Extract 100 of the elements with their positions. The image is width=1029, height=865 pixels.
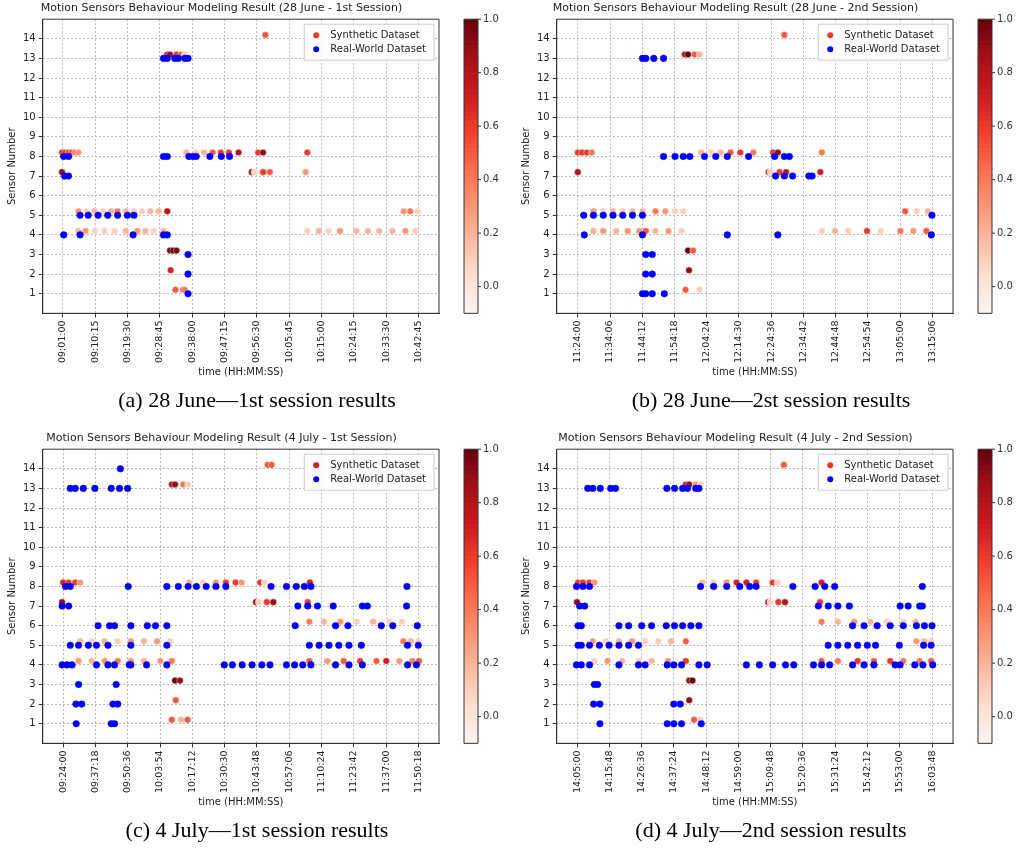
y-tick-label: 1 xyxy=(543,717,550,729)
x-tick-label: 11:50:18 xyxy=(411,750,423,794)
y-tick-label: 3 xyxy=(29,248,36,260)
y-tick-label: 4 xyxy=(543,228,550,240)
y-tick-label: 3 xyxy=(543,678,550,690)
color-bar-label: 0.8 xyxy=(997,496,1013,508)
y-tick-label: 14 xyxy=(22,32,36,44)
x-tick-label: 09:28:45 xyxy=(153,320,165,364)
x-tick-label: 12:24:36 xyxy=(764,320,776,364)
legend-label: Synthetic Dataset xyxy=(330,458,420,470)
y-tick-label: 5 xyxy=(29,638,36,650)
x-tick-label: 10:24:15 xyxy=(347,320,359,364)
y-tick-label: 9 xyxy=(543,130,550,142)
legend-label: Real-World Dataset xyxy=(844,472,941,484)
y-tick-label: 10 xyxy=(536,540,550,552)
color-bar-label: 0.4 xyxy=(997,173,1013,185)
y-axis-title: Sensor Number xyxy=(519,126,531,206)
y-tick-label: 13 xyxy=(22,52,36,64)
y-tick-label: 4 xyxy=(543,658,550,670)
color-bar-label: 0.2 xyxy=(997,226,1013,238)
y-tick-label: 11 xyxy=(536,91,550,103)
color-bar-label: 0.0 xyxy=(483,280,499,292)
x-tick-label: 15:20:36 xyxy=(796,750,808,794)
y-tick-label: 6 xyxy=(543,189,550,201)
y-tick-label: 9 xyxy=(29,130,36,142)
y-tick-label: 3 xyxy=(543,248,550,260)
y-tick-label: 12 xyxy=(22,501,36,513)
x-tick-label: 09:37:18 xyxy=(88,750,100,794)
x-tick-label: 09:38:00 xyxy=(185,320,197,364)
y-axis-title: Sensor Number xyxy=(519,556,531,636)
text: (d) 4 July—2nd session results xyxy=(634,816,908,844)
color-bar-label: 0.6 xyxy=(997,549,1013,561)
color-bar-label: 0.8 xyxy=(997,66,1013,78)
x-tick-label: 11:44:12 xyxy=(635,320,647,364)
y-tick-label: 12 xyxy=(536,501,550,513)
y-tick-label: 13 xyxy=(536,482,550,494)
y-tick-label: 7 xyxy=(543,599,550,611)
y-axis-title: Sensor Number xyxy=(5,556,17,636)
y-tick-label: 14 xyxy=(22,462,36,474)
x-tick-label: 09:19:30 xyxy=(121,320,133,364)
x-tick-label: 10:15:00 xyxy=(315,320,327,364)
y-tick-label: 8 xyxy=(29,150,36,162)
legend-label: Real-World Dataset xyxy=(330,42,427,54)
y-tick-label: 11 xyxy=(22,521,36,533)
y-tick-label: 12 xyxy=(536,71,550,83)
x-tick-label: 11:24:00 xyxy=(571,320,583,364)
y-tick-label: 5 xyxy=(543,638,550,650)
x-tick-label: 14:26:36 xyxy=(635,750,647,794)
color-bar-label: 0.2 xyxy=(483,656,499,668)
x-tick-label: 12:54:54 xyxy=(861,320,873,364)
text: (a) 28 June—1st session results xyxy=(117,386,397,414)
x-tick-label: 10:30:30 xyxy=(218,750,230,794)
color-bar-label: 0.0 xyxy=(483,710,499,722)
y-tick-label: 1 xyxy=(29,717,36,729)
x-tick-label: 12:04:24 xyxy=(700,320,712,364)
x-tick-label: 15:42:12 xyxy=(861,750,872,794)
color-bar-label: 0.8 xyxy=(483,496,499,508)
y-tick-label: 10 xyxy=(536,110,550,122)
x-tick-label: 14:59:00 xyxy=(731,750,743,794)
y-tick-label: 2 xyxy=(543,697,550,709)
x-tick-label: 10:17:12 xyxy=(185,750,197,794)
y-tick-label: 6 xyxy=(29,189,36,201)
y-tick-label: 12 xyxy=(22,71,36,83)
y-tick-label: 11 xyxy=(536,521,550,533)
color-bar-label: 0.6 xyxy=(483,119,499,131)
x-tick-label: 10:05:45 xyxy=(282,320,294,364)
x-tick-label: 13:05:00 xyxy=(893,320,905,364)
color-bar-label: 0.4 xyxy=(483,603,499,615)
chart-title: Motion Sensors Behaviour Modeling Result (4 July - 2nd Session) xyxy=(558,431,913,445)
x-tick-label: 12:14:30 xyxy=(732,320,744,364)
y-tick-label: 11 xyxy=(22,91,36,103)
y-tick-label: 8 xyxy=(543,580,550,592)
x-tick-label: 14:48:12 xyxy=(699,750,711,794)
x-tick-label: 09:56:30 xyxy=(250,320,262,364)
color-bar-label: 1.0 xyxy=(997,442,1013,454)
y-axis-title: Sensor Number xyxy=(5,126,17,206)
x-tick-label: 10:42:45 xyxy=(412,320,424,364)
x-tick-label: 10:33:30 xyxy=(379,320,391,364)
color-bar-label: 0.4 xyxy=(483,173,499,185)
text: (c) 4 July—1st session results xyxy=(124,816,390,844)
legend-label: Real-World Dataset xyxy=(844,42,941,54)
color-bar-label: 0.2 xyxy=(483,226,499,238)
y-tick-label: 14 xyxy=(536,462,550,474)
color-bar-label: 0.0 xyxy=(997,710,1013,722)
y-tick-label: 8 xyxy=(29,580,36,592)
x-axis-title: time (HH:MM:SS) xyxy=(712,795,798,807)
y-tick-label: 7 xyxy=(29,599,36,611)
x-tick-label: 09:47:15 xyxy=(218,320,230,364)
y-tick-label: 1 xyxy=(29,287,36,299)
color-bar-label: 1.0 xyxy=(997,12,1013,24)
x-tick-label: 14:37:24 xyxy=(667,750,679,794)
y-tick-label: 4 xyxy=(29,658,36,670)
y-tick-label: 8 xyxy=(543,150,550,162)
x-tick-label: 13:15:06 xyxy=(925,320,937,364)
y-tick-label: 7 xyxy=(29,169,36,181)
y-tick-label: 1 xyxy=(543,287,550,299)
x-tick-label: 14:05:00 xyxy=(570,750,582,794)
x-tick-label: 10:57:06 xyxy=(282,750,294,794)
y-tick-label: 2 xyxy=(543,267,550,279)
y-tick-label: 6 xyxy=(29,619,36,631)
